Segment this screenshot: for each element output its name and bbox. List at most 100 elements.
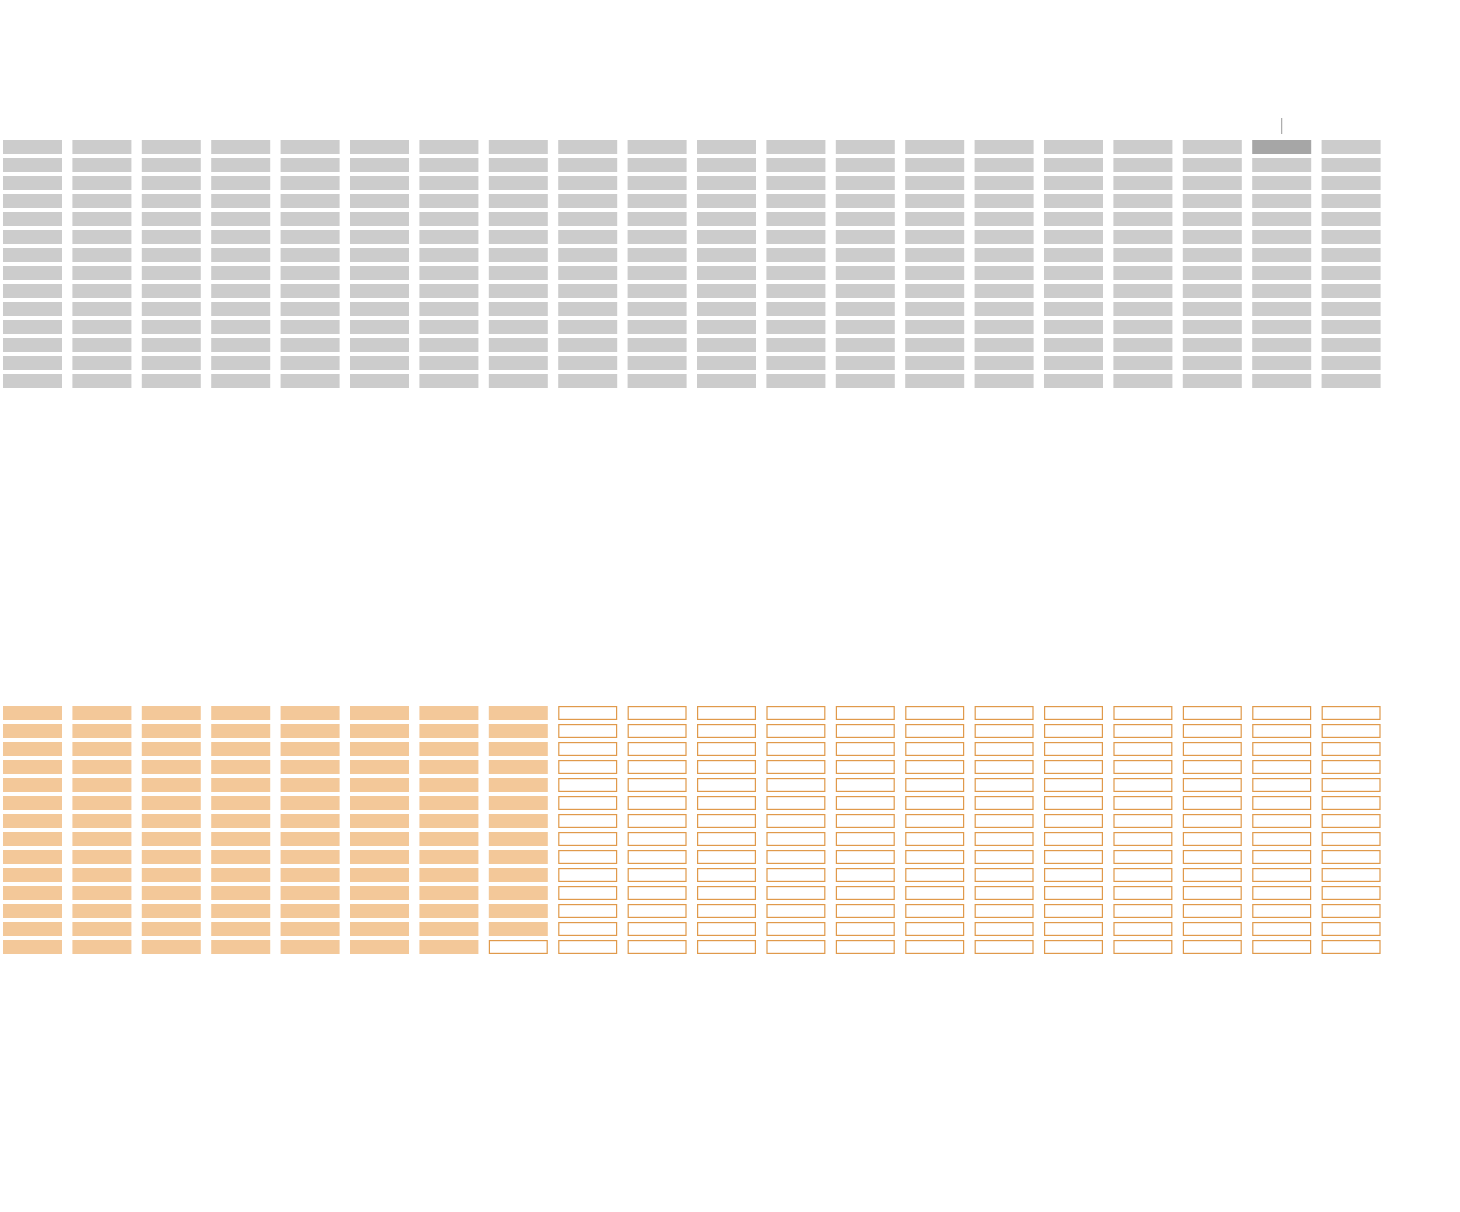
unit-cell-filled <box>558 158 618 172</box>
unit-cell-filled <box>627 266 687 280</box>
unit-cell-filled <box>3 374 62 388</box>
unit-cell-filled <box>419 230 479 244</box>
unit-cell-empty <box>1043 723 1103 738</box>
unit-cell-filled <box>280 158 340 172</box>
unit-cell-filled <box>558 266 618 280</box>
unit-cell-filled <box>488 302 548 316</box>
unit-cell-empty <box>1043 741 1103 756</box>
unit-cell-filled <box>419 814 479 828</box>
unit-cell-filled <box>211 230 271 244</box>
unit-cell-filled <box>488 194 548 208</box>
unit-cell-filled <box>419 760 479 774</box>
unit-cell-empty <box>1043 885 1103 900</box>
unit-cell-empty <box>1043 867 1103 882</box>
unit-cell-filled <box>3 868 62 882</box>
unit-cell-filled <box>350 796 409 810</box>
unit-cell-filled <box>488 760 548 774</box>
unit-cell-filled <box>419 850 479 864</box>
unit-cell-empty <box>974 849 1034 864</box>
unit-cell-empty <box>558 939 618 954</box>
unit-cell-filled <box>627 356 687 370</box>
unit-cell-highlighted <box>1252 140 1312 154</box>
unit-cell-empty <box>766 903 826 918</box>
unit-cell-empty <box>974 777 1034 792</box>
unit-cell-filled <box>211 212 271 226</box>
unit-cell-filled <box>141 266 201 280</box>
unit-cell-empty <box>766 723 826 738</box>
unit-cell-filled <box>280 266 340 280</box>
unit-cell-filled <box>488 338 548 352</box>
unit-cell-filled <box>974 194 1034 208</box>
unit-cell-filled <box>3 194 62 208</box>
unit-cell-filled <box>697 158 756 172</box>
unit-cell-filled <box>558 248 618 262</box>
unit-cell-filled <box>141 176 201 190</box>
unit-cell-empty <box>905 849 965 864</box>
unit-cell-empty <box>1182 813 1242 828</box>
unit-cell-filled <box>211 266 271 280</box>
unit-cell-filled <box>419 886 479 900</box>
unit-cell-filled <box>1113 356 1173 370</box>
unit-cell-empty <box>835 705 895 720</box>
unit-cell-filled <box>558 302 618 316</box>
unit-cell-empty <box>1321 867 1381 882</box>
unit-cell-empty <box>1043 903 1103 918</box>
unit-cell-filled <box>488 248 548 262</box>
unit-cell-empty <box>696 777 756 792</box>
unit-cell-filled <box>1252 176 1312 190</box>
unit-cell-filled <box>141 940 201 954</box>
unit-cell-filled <box>72 796 132 810</box>
unit-cell-filled <box>905 338 965 352</box>
unit-cell-empty <box>905 939 965 954</box>
unit-cell-empty <box>627 921 687 936</box>
unit-cell-empty <box>558 813 618 828</box>
unit-cell-filled <box>141 706 201 720</box>
unit-cell-filled <box>211 886 271 900</box>
unit-cell-filled <box>3 922 62 936</box>
unit-cell-filled <box>419 778 479 792</box>
unit-cell-filled <box>350 320 409 334</box>
unit-cell-filled <box>1252 194 1312 208</box>
unit-cell-filled <box>1182 320 1242 334</box>
unit-cell-filled <box>211 176 271 190</box>
unit-cell-filled <box>488 832 548 846</box>
unit-cell-filled <box>905 158 965 172</box>
unit-cell-filled <box>419 904 479 918</box>
unit-cell-filled <box>419 796 479 810</box>
unit-cell-filled <box>835 356 895 370</box>
unit-cell-filled <box>905 194 965 208</box>
unit-cell-empty <box>1113 759 1173 774</box>
unit-cell-filled <box>1044 194 1103 208</box>
unit-cell-empty <box>835 921 895 936</box>
unit-cell-filled <box>72 320 132 334</box>
unit-cell-filled <box>488 230 548 244</box>
unit-cell-filled <box>1044 176 1103 190</box>
unit-cell-filled <box>211 832 271 846</box>
unit-cell-empty <box>905 813 965 828</box>
unit-cell-empty <box>766 795 826 810</box>
unit-cell-filled <box>697 338 756 352</box>
unit-cell-filled <box>3 158 62 172</box>
unit-cell-empty <box>835 723 895 738</box>
unit-cell-empty <box>1043 759 1103 774</box>
unit-cell-empty <box>696 741 756 756</box>
unit-cell-filled <box>1321 176 1381 190</box>
unit-cell-filled <box>488 850 548 864</box>
unit-cell-filled <box>627 248 687 262</box>
unit-cell-filled <box>280 850 340 864</box>
unit-cell-filled <box>3 248 62 262</box>
unit-cell-filled <box>488 778 548 792</box>
unit-cell-empty <box>696 867 756 882</box>
unit-cell-filled <box>141 302 201 316</box>
unit-cell-filled <box>1321 230 1381 244</box>
unit-cell-filled <box>1044 356 1103 370</box>
unit-cell-filled <box>419 320 479 334</box>
unit-cell-filled <box>488 140 548 154</box>
unit-cell-filled <box>558 140 618 154</box>
unit-cell-filled <box>627 140 687 154</box>
unit-cell-filled <box>141 742 201 756</box>
unit-cell-filled <box>72 886 132 900</box>
unit-cell-empty <box>1043 705 1103 720</box>
unit-cell-filled <box>1113 158 1173 172</box>
unit-cell-filled <box>835 176 895 190</box>
